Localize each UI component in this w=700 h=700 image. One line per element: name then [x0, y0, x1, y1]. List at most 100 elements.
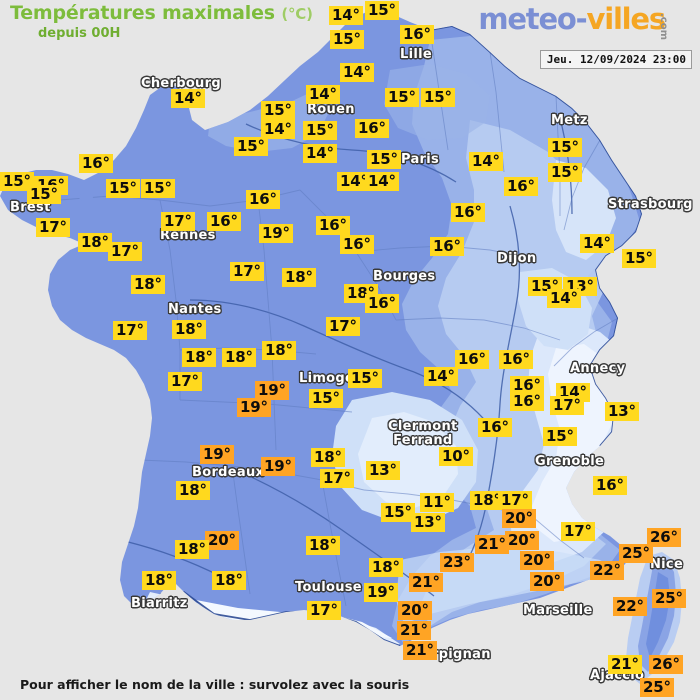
temperature-badge[interactable]: 20°	[530, 572, 564, 591]
temperature-badge[interactable]: 15°	[622, 249, 656, 268]
temperature-badge[interactable]: 19°	[255, 381, 289, 400]
temperature-badge[interactable]: 15°	[548, 138, 582, 157]
temperature-badge[interactable]: 26°	[649, 655, 683, 674]
temperature-badge[interactable]: 14°	[424, 367, 458, 386]
temperature-badge[interactable]: 14°	[306, 85, 340, 104]
temperature-badge[interactable]: 17°	[161, 212, 195, 231]
temperature-badge[interactable]: 18°	[131, 275, 165, 294]
temperature-badge[interactable]: 13°	[366, 461, 400, 480]
temperature-badge[interactable]: 16°	[79, 154, 113, 173]
site-logo[interactable]: meteo-villes.com	[478, 2, 692, 44]
temperature-badge[interactable]: 20°	[502, 509, 536, 528]
temperature-badge[interactable]: 22°	[590, 561, 624, 580]
temperature-badge[interactable]: 16°	[451, 203, 485, 222]
temperature-badge[interactable]: 18°	[182, 348, 216, 367]
temperature-badge[interactable]: 15°	[365, 1, 399, 20]
temperature-badge[interactable]: 16°	[499, 350, 533, 369]
temperature-badge[interactable]: 17°	[307, 601, 341, 620]
temperature-badge[interactable]: 19°	[237, 398, 271, 417]
temperature-badge[interactable]: 18°	[470, 491, 504, 510]
temperature-badge[interactable]: 16°	[430, 237, 464, 256]
temperature-badge[interactable]: 16°	[316, 216, 350, 235]
temperature-badge[interactable]: 15°	[0, 172, 34, 191]
temperature-badge[interactable]: 16°	[207, 212, 241, 231]
temperature-badge[interactable]: 15°	[106, 179, 140, 198]
temperature-badge[interactable]: 14°	[329, 6, 363, 25]
temperature-badge[interactable]: 18°	[175, 540, 209, 559]
temperature-badge[interactable]: 18°	[78, 233, 112, 252]
temperature-badge[interactable]: 15°	[348, 369, 382, 388]
temperature-badge[interactable]: 15°	[330, 30, 364, 49]
temperature-badge[interactable]: 14°	[337, 172, 371, 191]
temperature-badge[interactable]: 15°	[543, 427, 577, 446]
temperature-badge[interactable]: 16°	[478, 418, 512, 437]
temperature-badge[interactable]: 21°	[475, 535, 509, 554]
temperature-badge[interactable]: 15°	[234, 137, 268, 156]
temperature-badge[interactable]: 21°	[397, 621, 431, 640]
temperature-badge[interactable]: 15°	[261, 101, 295, 120]
temperature-badge[interactable]: 16°	[593, 476, 627, 495]
temperature-badge[interactable]: 21°	[403, 641, 437, 660]
temperature-badge[interactable]: 15°	[367, 150, 401, 169]
temperature-badge[interactable]: 16°	[455, 350, 489, 369]
temperature-badge[interactable]: 19°	[364, 583, 398, 602]
temperature-badge[interactable]: 17°	[113, 321, 147, 340]
temperature-badge[interactable]: 17°	[498, 491, 532, 510]
temperature-badge[interactable]: 25°	[652, 589, 686, 608]
temperature-badge[interactable]: 16°	[400, 25, 434, 44]
temperature-badge[interactable]: 16°	[365, 294, 399, 313]
temperature-badge[interactable]: 13°	[411, 513, 445, 532]
temperature-badge[interactable]: 15°	[141, 179, 175, 198]
temperature-badge[interactable]: 17°	[168, 372, 202, 391]
temperature-badge[interactable]: 16°	[340, 235, 374, 254]
temperature-badge[interactable]: 14°	[365, 172, 399, 191]
temperature-badge[interactable]: 19°	[200, 445, 234, 464]
temperature-badge[interactable]: 16°	[510, 376, 544, 395]
temperature-badge[interactable]: 13°	[605, 402, 639, 421]
temperature-badge[interactable]: 20°	[205, 531, 239, 550]
temperature-badge[interactable]: 17°	[550, 396, 584, 415]
temperature-badge[interactable]: 15°	[385, 88, 419, 107]
temperature-badge[interactable]: 17°	[320, 469, 354, 488]
temperature-badge[interactable]: 22°	[613, 597, 647, 616]
temperature-badge[interactable]: 18°	[212, 571, 246, 590]
temperature-badge[interactable]: 25°	[619, 544, 653, 563]
temperature-badge[interactable]: 18°	[172, 320, 206, 339]
temperature-badge[interactable]: 18°	[311, 448, 345, 467]
temperature-badge[interactable]: 17°	[36, 218, 70, 237]
temperature-badge[interactable]: 16°	[355, 119, 389, 138]
temperature-badge[interactable]: 17°	[561, 522, 595, 541]
temperature-badge[interactable]: 15°	[381, 503, 415, 522]
temperature-badge[interactable]: 14°	[261, 120, 295, 139]
temperature-badge[interactable]: 14°	[469, 152, 503, 171]
temperature-badge[interactable]: 21°	[409, 573, 443, 592]
temperature-badge[interactable]: 19°	[259, 224, 293, 243]
temperature-badge[interactable]: 18°	[176, 481, 210, 500]
temperature-badge[interactable]: 14°	[547, 289, 581, 308]
temperature-badge[interactable]: 11°	[420, 493, 454, 512]
temperature-badge[interactable]: 15°	[309, 389, 343, 408]
temperature-badge[interactable]: 19°	[261, 457, 295, 476]
temperature-badge[interactable]: 17°	[326, 317, 360, 336]
temperature-badge[interactable]: 25°	[640, 678, 674, 697]
temperature-badge[interactable]: 18°	[142, 571, 176, 590]
temperature-badge[interactable]: 18°	[222, 348, 256, 367]
temperature-badge[interactable]: 15°	[548, 163, 582, 182]
temperature-badge[interactable]: 14°	[303, 144, 337, 163]
temperature-badge[interactable]: 18°	[306, 536, 340, 555]
temperature-badge[interactable]: 21°	[608, 655, 642, 674]
temperature-badge[interactable]: 15°	[421, 88, 455, 107]
temperature-badge[interactable]: 26°	[647, 528, 681, 547]
temperature-badge[interactable]: 18°	[369, 558, 403, 577]
temperature-badge[interactable]: 15°	[303, 121, 337, 140]
temperature-badge[interactable]: 14°	[340, 63, 374, 82]
temperature-badge[interactable]: 20°	[505, 531, 539, 550]
temperature-badge[interactable]: 17°	[230, 262, 264, 281]
temperature-badge[interactable]: 18°	[282, 268, 316, 287]
temperature-badge[interactable]: 20°	[520, 551, 554, 570]
temperature-badge[interactable]: 20°	[398, 601, 432, 620]
temperature-badge[interactable]: 16°	[246, 190, 280, 209]
temperature-badge[interactable]: 16°	[510, 392, 544, 411]
temperature-badge[interactable]: 10°	[439, 447, 473, 466]
